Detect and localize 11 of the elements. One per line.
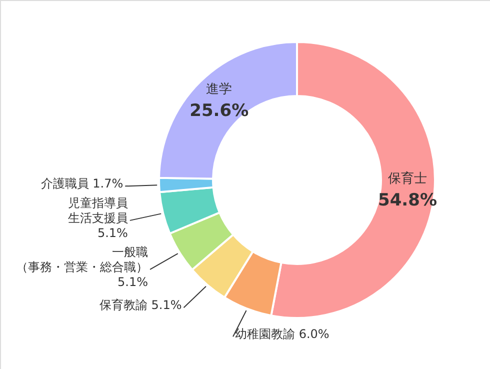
data-label: 25.6% bbox=[190, 100, 249, 121]
slice-label: 児童指導員生活支援員 bbox=[68, 196, 128, 225]
slice-label: 幼稚園教諭 6.0% bbox=[235, 327, 330, 342]
slice-label: 進学 bbox=[206, 82, 232, 97]
data-label: 5.1% bbox=[118, 274, 148, 289]
slice-label: 一般職（事務・営業・総合職） bbox=[16, 244, 148, 274]
data-label: 54.8% bbox=[378, 190, 437, 210]
slice-label: 保育士 bbox=[388, 170, 428, 186]
slice-label: 介護職員 1.7% bbox=[40, 176, 124, 191]
data-label: 5.1% bbox=[97, 226, 128, 240]
slice-label: 保育教諭 5.1% bbox=[99, 298, 182, 312]
